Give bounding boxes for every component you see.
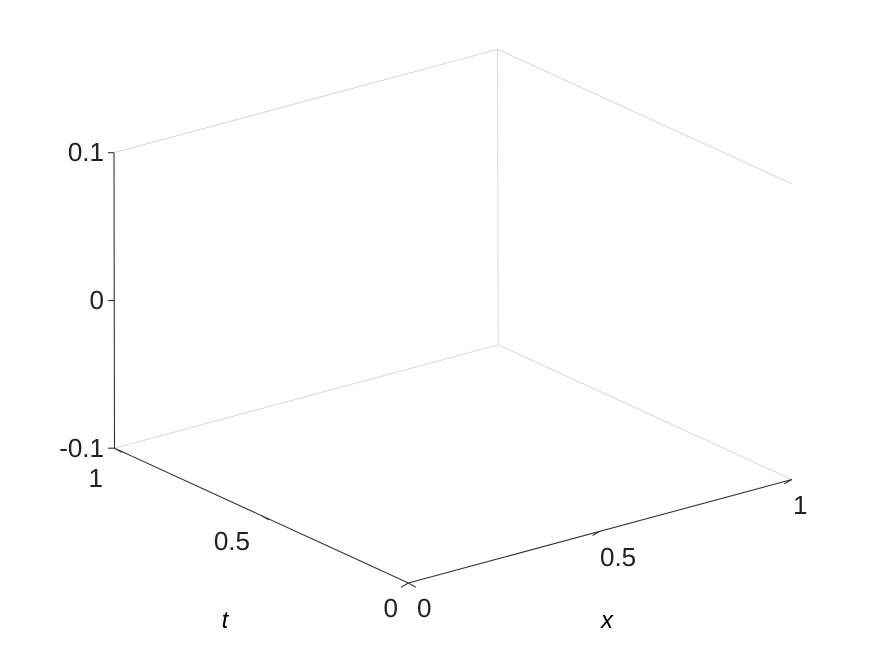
svg-text:0: 0	[417, 593, 431, 623]
svg-text:0.5: 0.5	[600, 542, 636, 572]
svg-text:0.5: 0.5	[214, 526, 250, 556]
svg-text:0: 0	[384, 593, 398, 623]
svg-text:0.1: 0.1	[68, 137, 104, 167]
svg-text:1: 1	[89, 463, 103, 493]
svg-text:1: 1	[793, 490, 807, 520]
svg-text:x: x	[600, 607, 614, 634]
svg-text:0: 0	[90, 285, 104, 315]
svg-text:-0.1: -0.1	[59, 433, 104, 463]
